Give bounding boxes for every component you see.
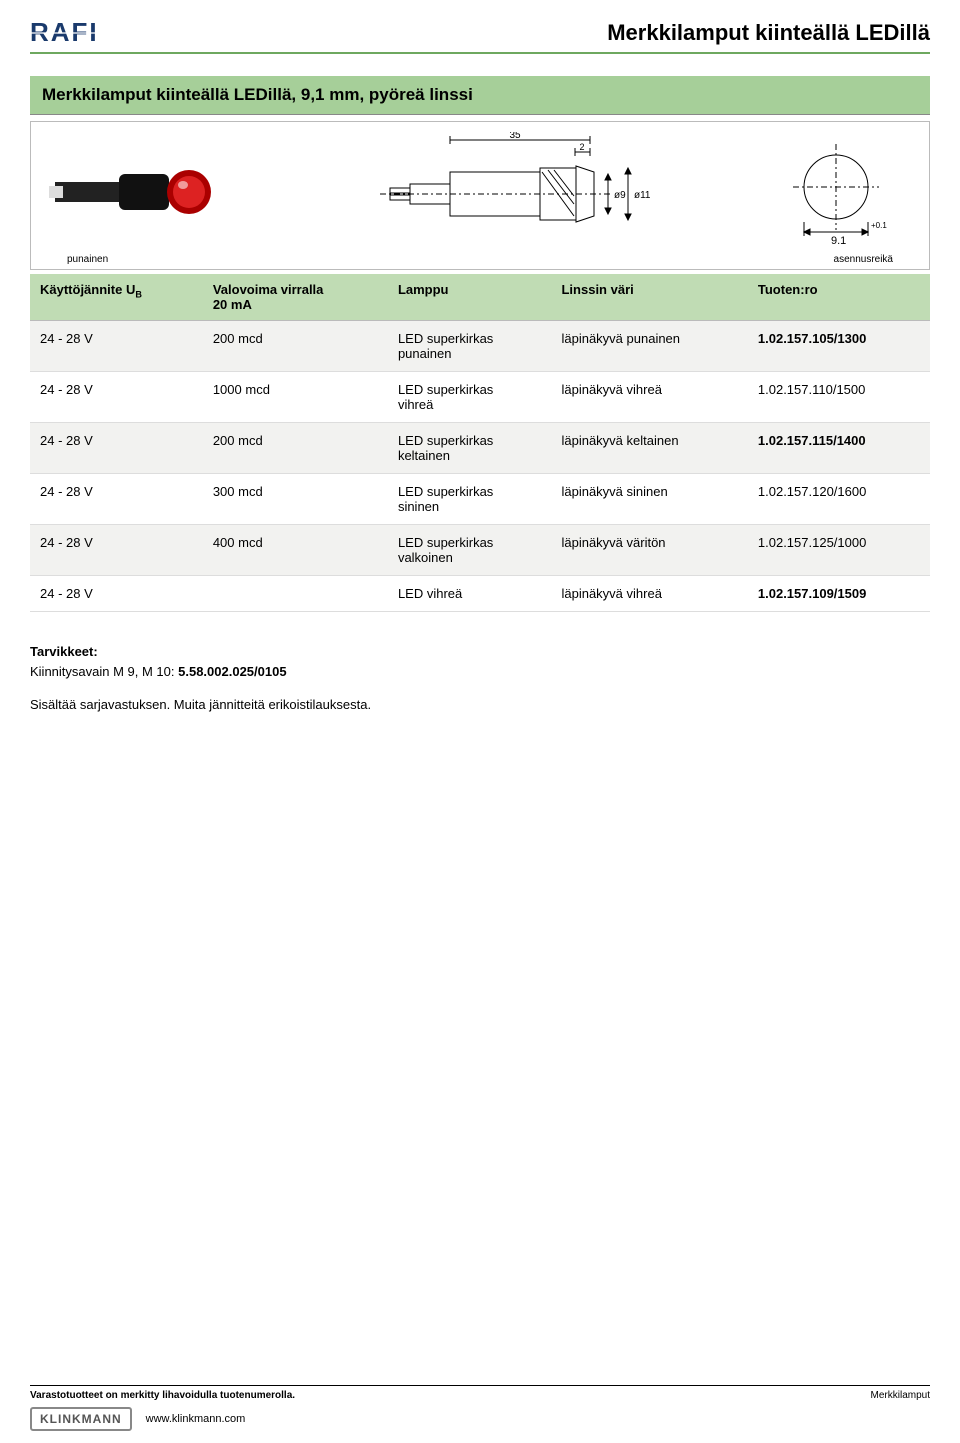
diagram-panel: 35 2 bbox=[30, 121, 930, 270]
svg-text:9.1: 9.1 bbox=[831, 235, 846, 247]
cell-lens: läpinäkyvä vihreä bbox=[551, 576, 747, 612]
cell-voltage: 24 - 28 V bbox=[30, 525, 203, 576]
diagram-right-label: asennusreikä bbox=[834, 254, 893, 265]
table-row: 24 - 28 V LED vihreäläpinäkyvä vihreä1.02… bbox=[30, 576, 930, 612]
cell-intensity: 200 mcd bbox=[203, 423, 388, 474]
side-drawing: 35 2 bbox=[350, 132, 650, 252]
page-footer: Varastotuotteet on merkitty lihavoidulla… bbox=[0, 1385, 960, 1443]
footer-url: www.klinkmann.com bbox=[146, 1413, 246, 1425]
table-row: 24 - 28 V1000 mcdLED superkirkasvihreälä… bbox=[30, 372, 930, 423]
svg-text:35: 35 bbox=[509, 132, 521, 141]
footer-left: Varastotuotteet on merkitty lihavoidulla… bbox=[30, 1390, 295, 1401]
hole-drawing: 9.1 +0.1 bbox=[771, 132, 911, 252]
cell-pn: 1.02.157.120/1600 bbox=[748, 474, 930, 525]
page-header: RAFI Merkkilamput kiinteällä LEDillä bbox=[30, 20, 930, 54]
cell-lamp: LED superkirkasvihreä bbox=[388, 372, 552, 423]
section-title: Merkkilamput kiinteällä LEDillä, 9,1 mm,… bbox=[30, 76, 930, 115]
cell-intensity: 400 mcd bbox=[203, 525, 388, 576]
page-title: Merkkilamput kiinteällä LEDillä bbox=[607, 20, 930, 46]
cell-lens: läpinäkyvä keltainen bbox=[551, 423, 747, 474]
cell-lamp: LED superkirkassininen bbox=[388, 474, 552, 525]
th-intensity: Valovoima virralla20 mA bbox=[203, 274, 388, 321]
cell-lamp: LED superkirkasvalkoinen bbox=[388, 525, 552, 576]
cell-voltage: 24 - 28 V bbox=[30, 423, 203, 474]
table-row: 24 - 28 V200 mcdLED superkirkaspunainenl… bbox=[30, 321, 930, 372]
th-lens: Linssin väri bbox=[551, 274, 747, 321]
svg-text:+0.1: +0.1 bbox=[871, 221, 887, 230]
product-table: Käyttöjännite UB Valovoima virralla20 mA… bbox=[30, 274, 930, 612]
note-extra: Sisältää sarjavastuksen. Muita jännittei… bbox=[30, 695, 930, 715]
klinkmann-logo: KLINKMANN bbox=[30, 1407, 132, 1431]
cell-lens: läpinäkyvä väritön bbox=[551, 525, 747, 576]
cell-lamp: LED superkirkaskeltainen bbox=[388, 423, 552, 474]
cell-lens: läpinäkyvä punainen bbox=[551, 321, 747, 372]
cell-voltage: 24 - 28 V bbox=[30, 576, 203, 612]
tarvikkeet-pn: 5.58.002.025/0105 bbox=[178, 664, 286, 679]
tarvikkeet-label: Tarvikkeet: bbox=[30, 644, 98, 659]
svg-text:ø9: ø9 bbox=[614, 190, 626, 201]
cell-pn: 1.02.157.105/1300 bbox=[748, 321, 930, 372]
cell-pn: 1.02.157.115/1400 bbox=[748, 423, 930, 474]
cell-voltage: 24 - 28 V bbox=[30, 321, 203, 372]
th-lamp: Lamppu bbox=[388, 274, 552, 321]
cell-intensity: 300 mcd bbox=[203, 474, 388, 525]
cell-intensity bbox=[203, 576, 388, 612]
tarvikkeet-text: Kiinnitysavain M 9, M 10: bbox=[30, 664, 178, 679]
svg-text:ø11: ø11 bbox=[634, 190, 650, 201]
cell-lens: läpinäkyvä sininen bbox=[551, 474, 747, 525]
th-pn: Tuoten:ro bbox=[748, 274, 930, 321]
table-row: 24 - 28 V200 mcdLED superkirkaskeltainen… bbox=[30, 423, 930, 474]
footer-right: Merkkilamput bbox=[871, 1390, 930, 1401]
cell-lens: läpinäkyvä vihreä bbox=[551, 372, 747, 423]
cell-pn: 1.02.157.109/1509 bbox=[748, 576, 930, 612]
table-row: 24 - 28 V400 mcdLED superkirkasvalkoinen… bbox=[30, 525, 930, 576]
th-voltage: Käyttöjännite UB bbox=[30, 274, 203, 321]
cell-lamp: LED vihreä bbox=[388, 576, 552, 612]
rafi-logo: RAFI bbox=[30, 20, 170, 46]
cell-intensity: 200 mcd bbox=[203, 321, 388, 372]
notes-block: Tarvikkeet: Kiinnitysavain M 9, M 10: 5.… bbox=[30, 642, 930, 715]
svg-text:2: 2 bbox=[579, 142, 584, 152]
product-photo bbox=[49, 152, 229, 232]
cell-lamp: LED superkirkaspunainen bbox=[388, 321, 552, 372]
table-row: 24 - 28 V300 mcdLED superkirkassininenlä… bbox=[30, 474, 930, 525]
cell-pn: 1.02.157.110/1500 bbox=[748, 372, 930, 423]
cell-intensity: 1000 mcd bbox=[203, 372, 388, 423]
cell-voltage: 24 - 28 V bbox=[30, 474, 203, 525]
diagram-left-label: punainen bbox=[67, 254, 108, 265]
cell-voltage: 24 - 28 V bbox=[30, 372, 203, 423]
cell-pn: 1.02.157.125/1000 bbox=[748, 525, 930, 576]
